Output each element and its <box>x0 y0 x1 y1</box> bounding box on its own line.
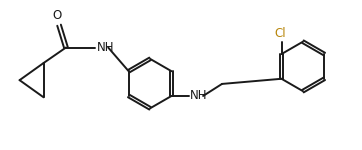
Text: Cl: Cl <box>274 27 286 40</box>
Text: NH: NH <box>97 41 114 54</box>
Text: NH: NH <box>190 89 207 102</box>
Text: O: O <box>53 9 62 22</box>
